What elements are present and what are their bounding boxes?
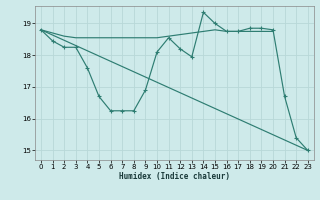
X-axis label: Humidex (Indice chaleur): Humidex (Indice chaleur)	[119, 172, 230, 181]
